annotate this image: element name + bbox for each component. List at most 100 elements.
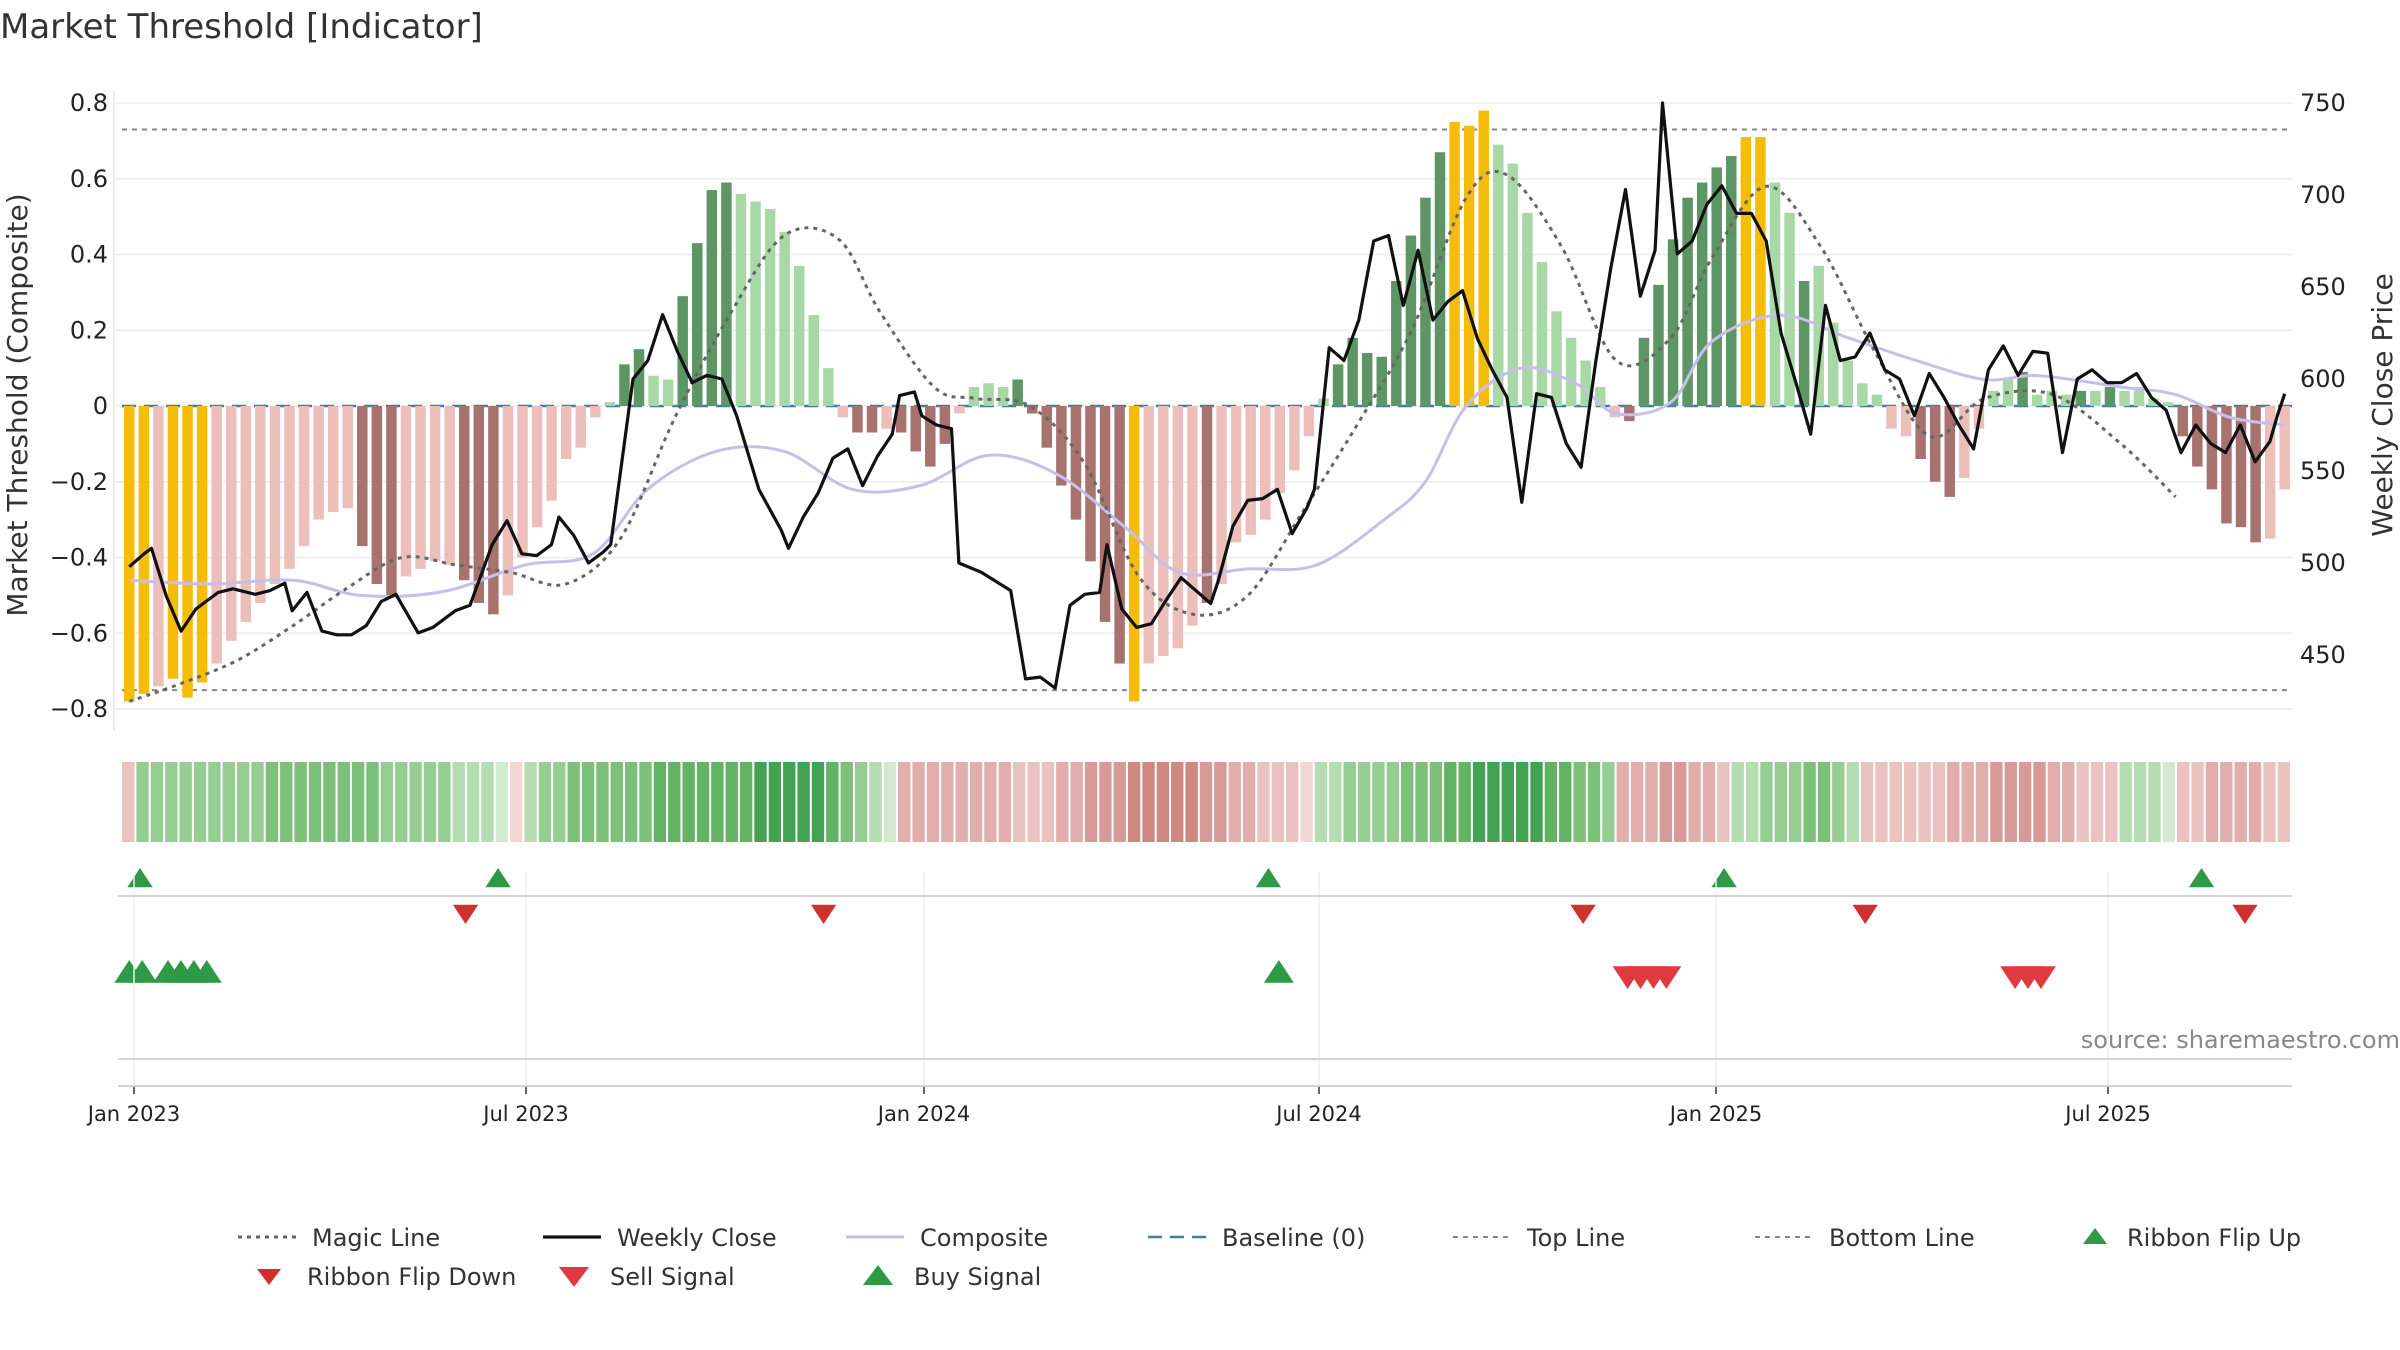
histogram-bar	[1755, 137, 1766, 406]
histogram-bar	[662, 379, 674, 406]
histogram-bar	[2192, 406, 2203, 467]
histogram-bar	[211, 406, 222, 664]
histogram-bar	[1813, 265, 1824, 406]
histogram-bar	[808, 315, 820, 406]
histogram-bar	[1099, 406, 1111, 622]
legend-swatch	[559, 1267, 589, 1287]
histogram-bar	[837, 406, 849, 418]
ribbon-cell	[826, 762, 839, 842]
ribbon-cell	[941, 762, 954, 842]
ribbon-cell	[524, 762, 537, 842]
ribbon-cell	[739, 762, 753, 842]
ribbon-cell	[1286, 762, 1299, 842]
histogram-bar	[1128, 406, 1140, 702]
histogram-bar	[386, 406, 397, 596]
histogram-bar	[1391, 281, 1402, 406]
histogram-bar	[823, 368, 834, 406]
histogram-bar	[1857, 383, 1868, 406]
histogram-bar	[1551, 311, 1562, 406]
composite-line	[129, 313, 2285, 598]
histogram-bar	[1493, 144, 1504, 406]
histogram-bar	[1842, 360, 1854, 406]
ribbon-cell	[538, 762, 552, 842]
ribbon-cell	[2177, 762, 2190, 842]
histogram-bar	[2235, 406, 2247, 528]
left-tick-label: 0.4	[70, 241, 108, 269]
ribbon-cell	[1875, 762, 1888, 842]
histogram-bar	[910, 406, 921, 452]
ribbon-cell	[768, 762, 782, 842]
histogram-bar	[735, 193, 747, 406]
ribbon-cell	[1630, 762, 1644, 842]
ribbon-cell	[2047, 762, 2061, 842]
ribbon-cell	[495, 762, 509, 842]
histogram-bar	[1303, 406, 1315, 437]
ribbon-cell	[955, 762, 968, 842]
ribbon-cell	[1329, 762, 1342, 842]
legend-label: Magic Line	[312, 1224, 440, 1252]
histogram-bar	[1886, 406, 1897, 429]
histogram-bars	[124, 110, 2290, 702]
ribbon-cell	[1975, 762, 1989, 842]
histogram-bar	[1056, 406, 1067, 486]
histogram-bar	[502, 406, 514, 596]
ribbon-cell	[1932, 762, 1946, 842]
ribbon-cell	[366, 762, 379, 842]
right-tick-label: 450	[2300, 641, 2346, 669]
ribbon-cell	[1056, 762, 1069, 842]
buy-signal-marker	[191, 960, 222, 983]
date-tick-label: Jul 2025	[2063, 1102, 2150, 1126]
ribbon-cell	[2105, 762, 2118, 842]
histogram-bar	[1405, 235, 1417, 406]
ribbon-cell	[2148, 762, 2161, 842]
right-tick-label: 600	[2300, 365, 2346, 393]
legend-item-flipdown: Ribbon Flip Down	[257, 1263, 516, 1291]
ribbon-cell	[1113, 762, 1126, 842]
histogram-bar	[677, 296, 688, 406]
histogram-bar	[138, 406, 150, 694]
histogram-bar	[1376, 356, 1388, 406]
histogram-bar	[764, 209, 776, 406]
ribbon-cell	[380, 762, 394, 842]
legend-swatch	[863, 1265, 893, 1285]
legend-label: Ribbon Flip Up	[2127, 1224, 2301, 1252]
histogram-bar	[1347, 337, 1358, 406]
histogram-bar	[2162, 402, 2174, 406]
ribbon-cell	[1573, 762, 1586, 842]
ribbon-cell	[1386, 762, 1400, 842]
ribbon-cell	[581, 762, 595, 842]
histogram-bar	[2075, 390, 2087, 406]
ribbon-cell	[1142, 762, 1155, 842]
left-tick-label: −0.6	[50, 619, 108, 647]
histogram-bar	[459, 406, 470, 581]
left-tick-label: 0	[93, 392, 108, 420]
ribbon-cell	[1185, 762, 1198, 842]
ribbon-cell	[2018, 762, 2032, 842]
ribbon-cell	[1429, 762, 1443, 842]
legend-label: Sell Signal	[610, 1263, 735, 1291]
ribbon-cell	[222, 762, 235, 842]
buy-signal-marker	[1263, 960, 1294, 983]
histogram-bar	[342, 406, 353, 509]
histogram-bar	[167, 406, 179, 679]
ribbon-cell	[1214, 762, 1227, 842]
ribbon-flip-down-marker	[810, 904, 837, 924]
ribbon-cell	[2205, 762, 2219, 842]
histogram-bar	[196, 406, 208, 683]
histogram-bar	[590, 406, 601, 418]
ribbon-cell	[1127, 762, 1141, 842]
ribbon-cell	[1343, 762, 1356, 842]
right-tick-label: 550	[2300, 457, 2346, 485]
ribbon-cell	[1846, 762, 1859, 842]
ribbon-cell	[1444, 762, 1457, 842]
ribbon-cell	[2234, 762, 2247, 842]
ribbon-cell	[1487, 762, 1500, 842]
histogram-bar	[1900, 406, 1912, 437]
legend-item-magic: Magic Line	[238, 1224, 440, 1252]
date-tick-label: Jul 2023	[481, 1102, 568, 1126]
ribbon-cell	[1012, 762, 1026, 842]
histogram-bar	[2133, 387, 2145, 406]
ribbon-cell	[1242, 762, 1256, 842]
ribbon-cell	[1544, 762, 1558, 842]
histogram-bar	[895, 406, 907, 433]
